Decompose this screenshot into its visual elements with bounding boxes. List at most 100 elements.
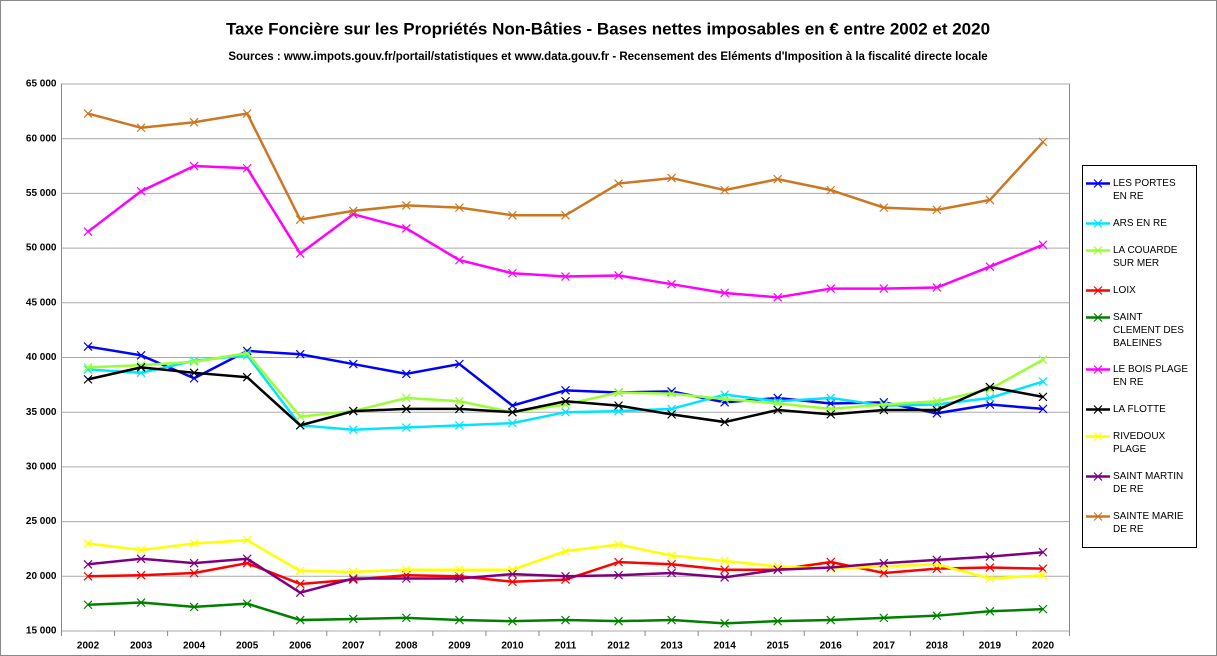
point-marker	[508, 565, 517, 575]
legend-swatch	[1086, 312, 1110, 322]
point-marker	[189, 568, 199, 578]
point-marker	[720, 417, 730, 427]
point-marker	[1038, 404, 1048, 414]
point-marker	[242, 348, 252, 358]
legend-marker	[1093, 365, 1103, 375]
point-marker	[295, 215, 305, 225]
legend-item: SAINTE MARIE DE RE	[1083, 510, 1196, 536]
point-marker	[667, 615, 677, 625]
point-marker	[348, 425, 358, 435]
x-tick-label: 2020	[1032, 641, 1055, 652]
point-marker	[295, 249, 305, 258]
legend-label: LE BOIS PLAGE EN RE	[1113, 364, 1189, 389]
x-tick-label: 2003	[130, 641, 153, 652]
point-marker	[83, 109, 93, 118]
point-marker	[773, 565, 783, 575]
legend-label: RIVEDOUX PLAGE	[1113, 431, 1166, 456]
point-marker	[667, 559, 677, 569]
legend-item: LA COUARDE SUR MER	[1083, 244, 1196, 270]
point-marker	[242, 163, 252, 173]
point-marker	[879, 284, 889, 294]
point-marker	[879, 558, 889, 568]
point-marker	[561, 385, 570, 395]
point-marker	[667, 389, 677, 399]
point-marker	[189, 357, 199, 367]
x-tick-label: 2010	[501, 641, 524, 652]
legend-item: SAINT MARTIN DE RE	[1083, 470, 1196, 496]
point-marker	[348, 574, 358, 583]
point-marker	[189, 539, 199, 548]
point-marker	[720, 390, 730, 400]
point-marker	[932, 396, 942, 406]
point-marker	[773, 616, 783, 626]
x-tick-label: 2006	[289, 641, 312, 652]
y-tick-label: 50 000	[26, 243, 57, 254]
point-marker	[985, 393, 995, 403]
point-marker	[83, 571, 93, 581]
legend-marker	[1093, 405, 1103, 415]
point-marker	[667, 568, 677, 578]
point-marker	[348, 359, 358, 369]
legend-marker	[1093, 512, 1103, 521]
legend-item: SAINT CLEMENT DES BALEINES	[1083, 311, 1196, 350]
point-marker	[136, 123, 146, 133]
point-marker	[932, 405, 942, 415]
point-marker	[83, 374, 93, 384]
point-marker	[667, 409, 677, 419]
legend-marker	[1093, 312, 1103, 322]
y-tick-label: 35 000	[26, 407, 57, 418]
point-marker	[242, 599, 252, 609]
point-marker	[1038, 547, 1048, 557]
x-tick-label: 2011	[555, 641, 577, 652]
legend-label: SAINT CLEMENT DES BALEINES	[1113, 311, 1184, 349]
point-marker	[189, 602, 199, 612]
x-tick-label: 2007	[342, 641, 365, 652]
point-marker	[826, 393, 836, 403]
legend-label: LES PORTES EN RE	[1113, 177, 1176, 202]
point-marker	[454, 255, 464, 265]
legend-marker	[1093, 472, 1103, 481]
y-tick-label: 45 000	[26, 297, 57, 308]
point-marker	[454, 396, 464, 406]
point-marker	[561, 546, 570, 556]
point-marker	[667, 551, 677, 560]
point-marker	[561, 210, 570, 220]
point-marker	[826, 615, 836, 625]
point-marker	[242, 109, 252, 118]
point-marker	[454, 615, 464, 625]
point-marker	[508, 577, 517, 587]
point-marker	[348, 567, 358, 577]
legend-marker	[1093, 218, 1103, 228]
point-marker	[401, 565, 411, 575]
point-marker	[985, 574, 995, 583]
legend-label: SAINTE MARIE DE RE	[1113, 510, 1184, 535]
x-tick-label: 2009	[448, 641, 471, 652]
legend: LES PORTES EN RE ARS EN RE LA COUARDE SUR …	[1082, 165, 1197, 548]
point-marker	[561, 571, 570, 581]
legend-swatch	[1086, 179, 1110, 188]
point-marker	[614, 401, 623, 411]
point-marker	[773, 399, 783, 408]
legend-item: LES PORTES EN RE	[1083, 177, 1196, 203]
point-marker	[667, 173, 677, 183]
y-tick-label: 15 000	[26, 626, 57, 637]
point-marker	[508, 569, 517, 579]
legend-label: ARS EN RE	[1113, 217, 1167, 229]
point-marker	[508, 616, 517, 626]
point-marker	[401, 369, 411, 379]
chart-title: Taxe Foncière sur les Propriétés Non-Bât…	[226, 19, 990, 38]
point-marker	[720, 572, 730, 582]
point-marker	[826, 284, 836, 294]
point-marker	[879, 405, 889, 415]
y-tick-label: 65 000	[26, 79, 57, 90]
x-tick-label: 2016	[820, 641, 843, 652]
point-marker	[83, 227, 93, 237]
y-tick-label: 20 000	[26, 571, 57, 582]
point-marker	[614, 179, 623, 188]
x-tick-label: 2018	[926, 641, 949, 652]
point-marker	[1038, 392, 1048, 402]
point-marker	[720, 556, 730, 566]
point-marker	[932, 205, 942, 215]
point-marker	[932, 555, 942, 565]
